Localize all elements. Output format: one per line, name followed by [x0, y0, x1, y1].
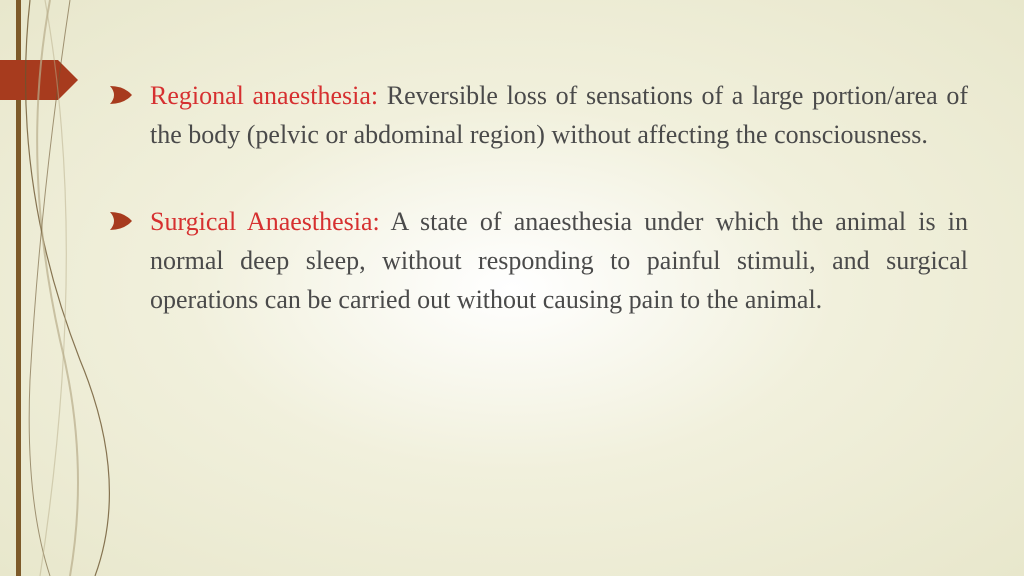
list-item: Regional anaesthesia: Reversible loss of… [108, 76, 968, 154]
slide-content: Regional anaesthesia: Reversible loss of… [108, 76, 968, 367]
bullet-icon [108, 82, 134, 108]
term-label: Regional anaesthesia: [150, 81, 387, 110]
list-item-text: Surgical Anaesthesia: A state of anaesth… [150, 202, 968, 319]
slide-arrow-decoration [0, 60, 78, 100]
list-item-text: Regional anaesthesia: Reversible loss of… [150, 76, 968, 154]
bullet-icon [108, 208, 134, 234]
list-item: Surgical Anaesthesia: A state of anaesth… [108, 202, 968, 319]
term-label: Surgical Anaesthesia: [150, 207, 391, 236]
